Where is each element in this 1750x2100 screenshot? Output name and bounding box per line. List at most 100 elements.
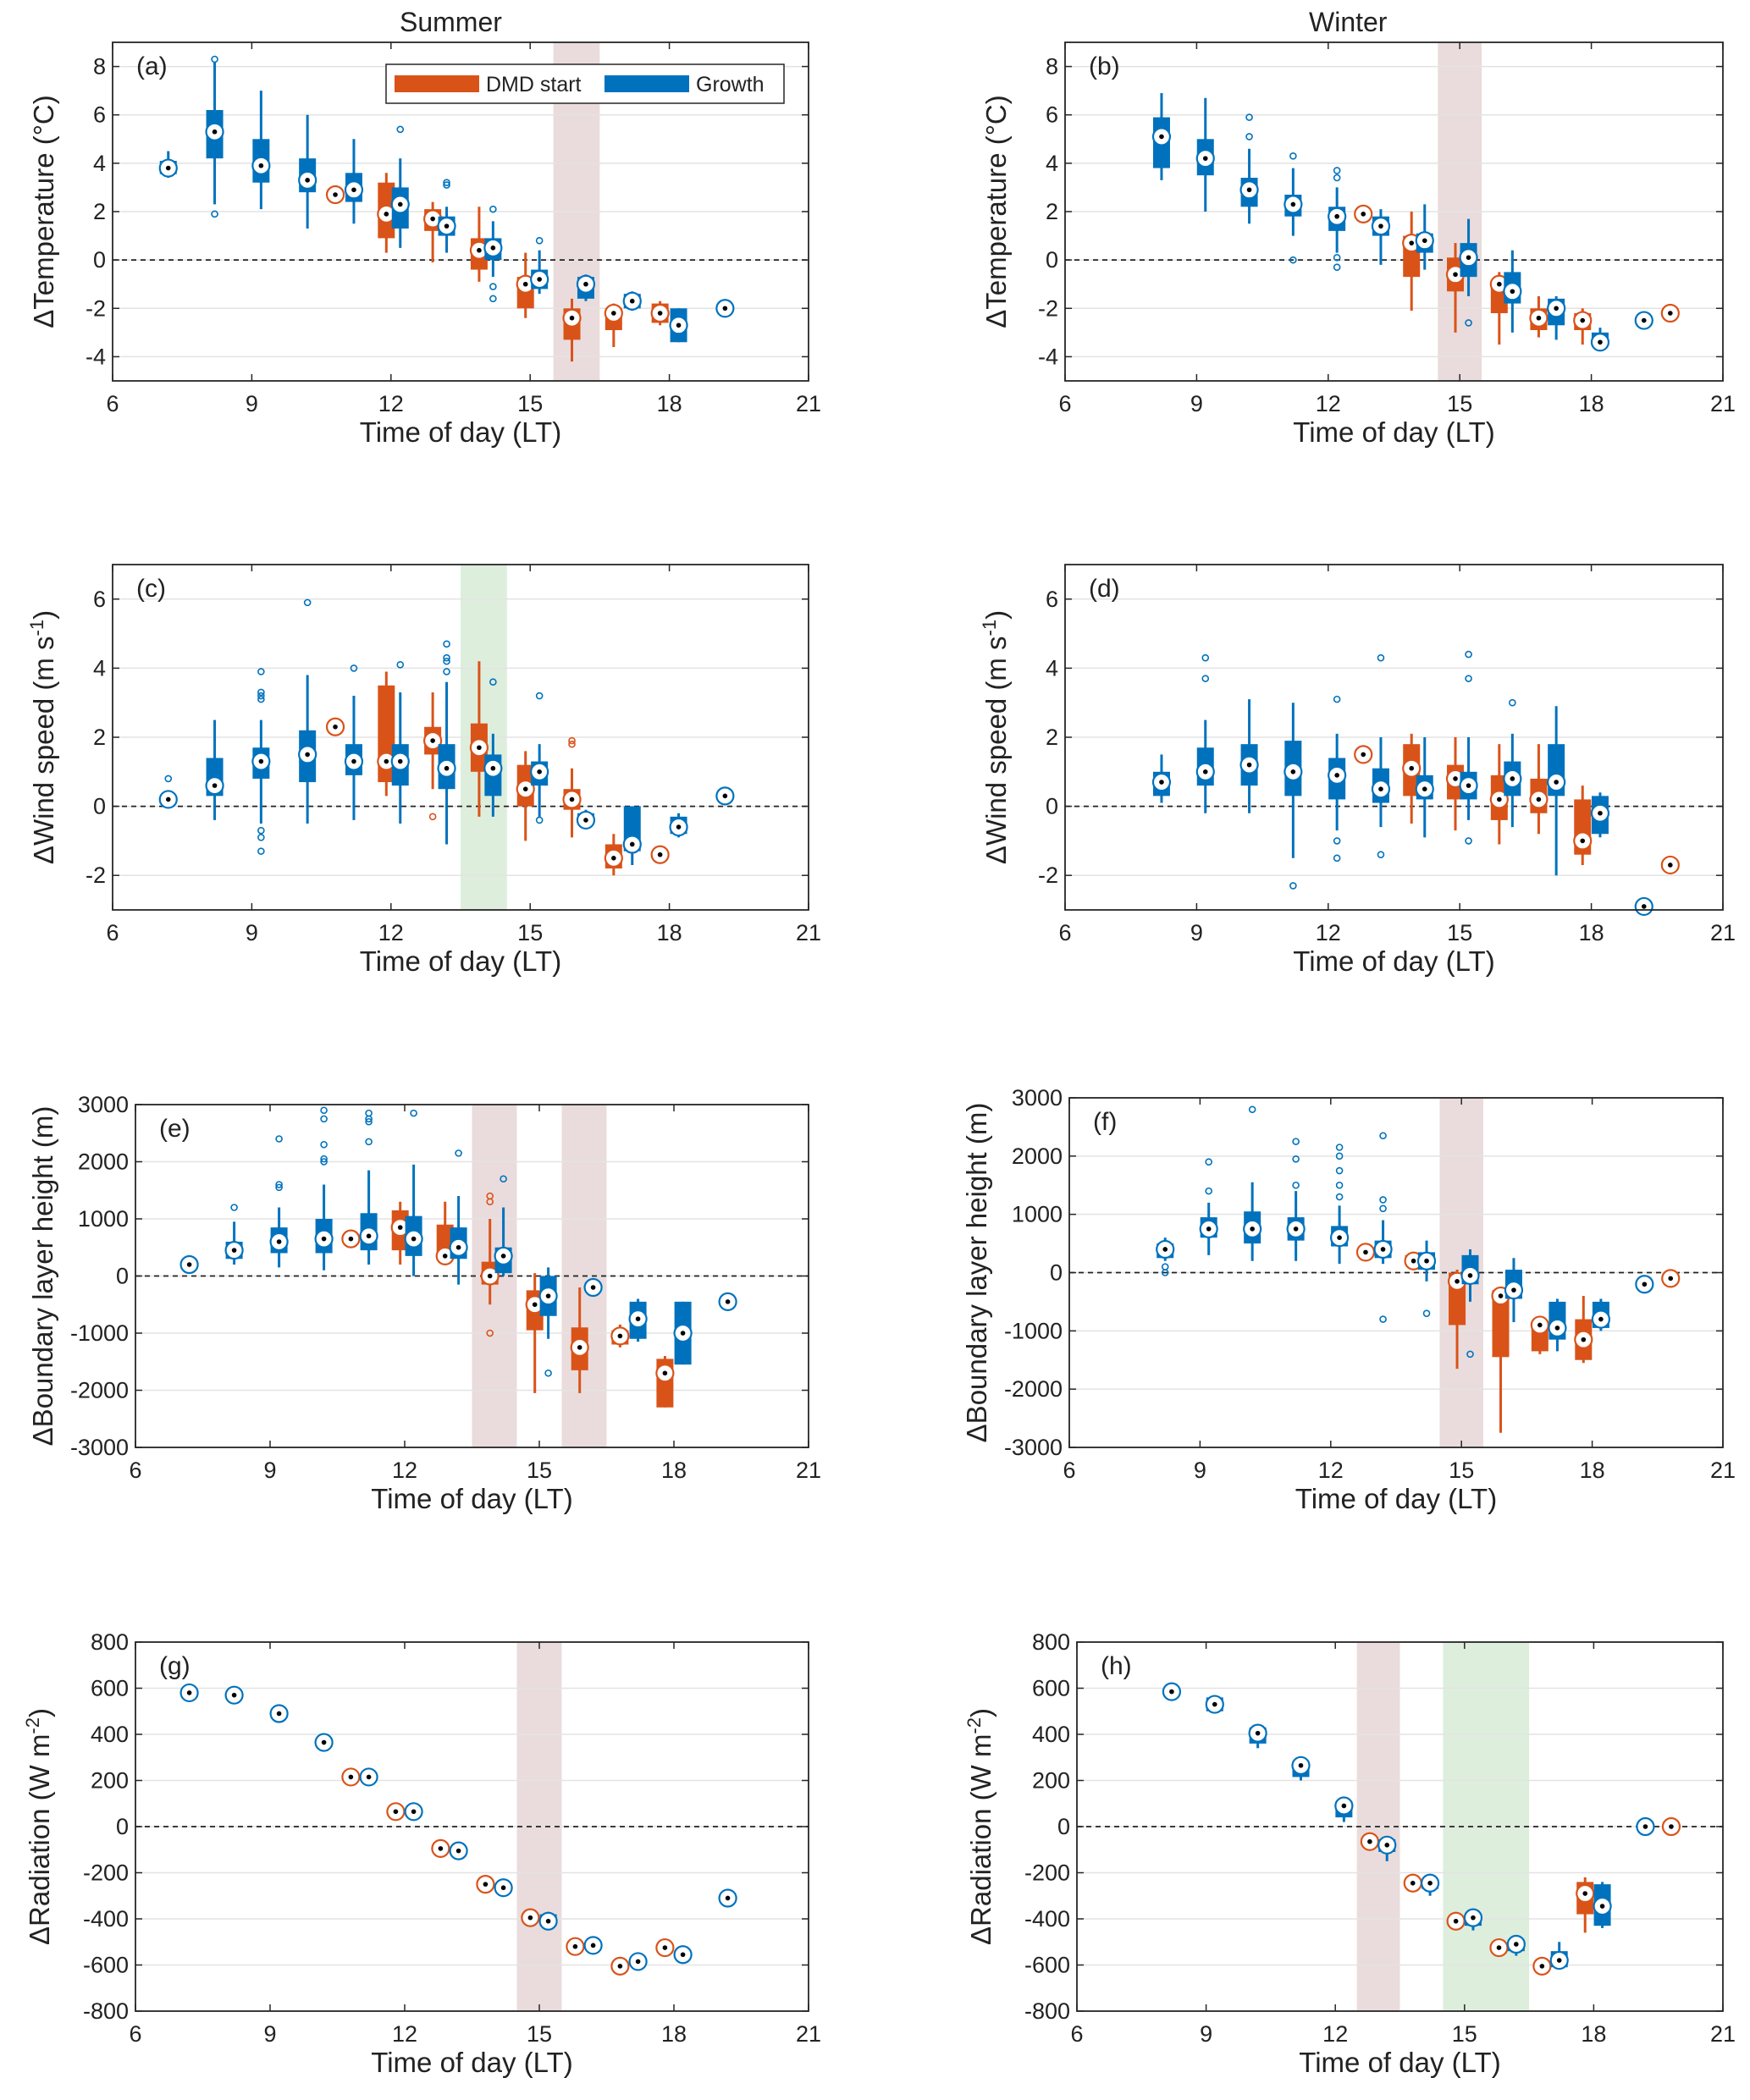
median-dot <box>725 1299 731 1304</box>
x-axis-label: Time of day (LT) <box>371 1483 572 1514</box>
box-dmd-start <box>1447 1270 1467 1370</box>
outlier-point <box>350 664 358 672</box>
median-dot <box>1466 255 1471 261</box>
outlier-point <box>489 205 497 213</box>
median-dot <box>333 724 338 730</box>
median-dot <box>444 765 450 771</box>
median-dot <box>1668 863 1673 868</box>
box-growth <box>1328 167 1347 272</box>
box-growth <box>1329 1144 1350 1265</box>
box-dmd-start <box>1445 243 1466 333</box>
x-axis-label: Time of day (LT) <box>1293 416 1494 448</box>
median-dot <box>1378 786 1383 791</box>
x-tick-label: 12 <box>1322 2021 1348 2047</box>
legend-swatch <box>604 75 689 92</box>
median-dot <box>1511 1287 1516 1293</box>
median-dot <box>212 129 218 135</box>
y-tick-label: 0 <box>1046 794 1058 819</box>
median-dot <box>258 163 264 168</box>
y-tick-label: 2 <box>1046 725 1058 750</box>
outlier-point <box>1333 263 1341 272</box>
box-dmd-start <box>516 252 535 318</box>
median-dot <box>1471 1915 1476 1921</box>
x-axis-label: Time of day (LT) <box>360 945 561 977</box>
outlier-point <box>535 236 544 245</box>
y-tick-label: 6 <box>93 587 106 612</box>
median-dot <box>430 738 435 743</box>
x-axis-label: Time of day (LT) <box>1299 2047 1500 2078</box>
median-dot <box>1290 201 1296 207</box>
outlier-point <box>1289 256 1297 264</box>
outlier-point <box>1333 253 1341 262</box>
median-dot <box>455 1848 461 1854</box>
median-dot <box>321 1236 327 1242</box>
median-dot <box>1582 1891 1588 1896</box>
outlier-point <box>1335 1181 1344 1189</box>
outlier-point <box>1379 1204 1387 1213</box>
median-dot <box>1537 1322 1543 1328</box>
median-dot <box>231 1692 237 1698</box>
median-dot <box>1298 1762 1304 1768</box>
y-tick-label: -600 <box>83 1953 129 1978</box>
median-dot <box>1455 1279 1460 1284</box>
outlier-point <box>1509 698 1516 707</box>
outlier-point <box>443 181 450 189</box>
box-dmd-start <box>431 1838 450 1858</box>
median-dot <box>333 192 338 197</box>
y-tick-label: 2 <box>93 725 106 750</box>
median-dot <box>444 223 450 229</box>
y-tick-label: 0 <box>93 794 106 819</box>
panel-label: (b) <box>1089 52 1120 80</box>
median-dot <box>583 818 588 823</box>
legend-label: Growth <box>696 73 765 96</box>
box-growth <box>1549 1942 1569 1970</box>
box-growth <box>1503 250 1522 333</box>
box-growth <box>1162 1682 1182 1701</box>
outlier-point <box>1289 882 1297 890</box>
box-growth <box>1286 1138 1306 1261</box>
box-dmd-start <box>480 1192 500 1337</box>
x-tick-label: 9 <box>1194 1458 1206 1483</box>
median-dot <box>500 1254 506 1259</box>
y-tick-label: -2 <box>86 295 106 321</box>
x-tick-label: 6 <box>106 920 119 945</box>
median-dot <box>366 1233 372 1239</box>
box-dmd-start <box>1355 1243 1376 1262</box>
box-growth <box>449 1149 468 1285</box>
y-tick-label: 8 <box>93 54 106 80</box>
median-dot <box>1410 1258 1416 1264</box>
median-dot <box>657 311 663 316</box>
median-dot <box>305 178 310 183</box>
box-growth <box>622 806 642 865</box>
median-dot <box>1599 1904 1605 1909</box>
y-axis-label: ΔTemperature (°C) <box>28 95 59 328</box>
box-growth <box>390 661 410 824</box>
box-dmd-start <box>1404 1251 1423 1270</box>
box-growth <box>1593 1882 1612 1928</box>
box-dmd-start <box>1532 1956 1552 1976</box>
x-tick-label: 15 <box>527 1458 552 1483</box>
box-growth <box>1635 1275 1654 1294</box>
box-growth <box>298 114 317 229</box>
box-growth <box>437 640 456 845</box>
outlier-point <box>455 1149 462 1157</box>
y-tick-label: 600 <box>91 1676 129 1701</box>
box-dmd-start <box>435 1201 455 1265</box>
box-growth <box>404 1802 423 1822</box>
box-growth <box>1377 1835 1397 1861</box>
box-dmd-start <box>1661 1816 1681 1837</box>
median-dot <box>1169 1689 1174 1695</box>
y-tick-label: 600 <box>1032 1676 1070 1701</box>
box-dmd-start <box>341 1229 361 1248</box>
median-dot <box>1409 765 1415 771</box>
median-dot <box>1334 773 1339 778</box>
median-dot <box>1453 272 1458 278</box>
x-tick-label: 6 <box>1063 1458 1075 1483</box>
median-dot <box>442 1254 448 1259</box>
outlier-point <box>1292 1181 1300 1189</box>
outlier-point <box>1379 1196 1387 1204</box>
box-growth <box>1328 695 1347 863</box>
median-dot <box>1341 1803 1347 1809</box>
box-growth <box>1590 792 1610 838</box>
outlier-point <box>443 653 450 662</box>
